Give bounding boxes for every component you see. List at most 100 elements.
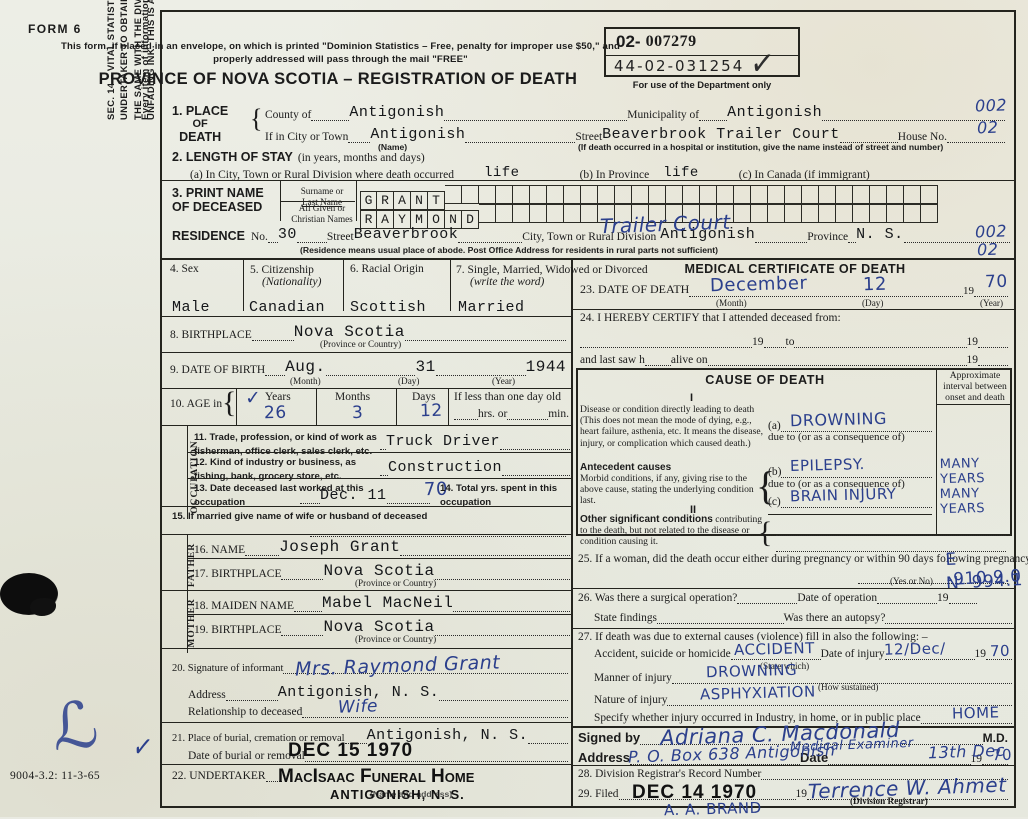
- dob-year-note: (Year): [492, 376, 516, 386]
- surname-cell[interactable]: [547, 185, 564, 204]
- stay-a-label: (a) In City, Town or Rural Division wher…: [190, 169, 454, 181]
- given-name-cell[interactable]: [904, 204, 921, 223]
- surname-cell[interactable]: [717, 185, 734, 204]
- physician-address-label: Address: [578, 750, 631, 765]
- given-name-cell[interactable]: [734, 204, 751, 223]
- manner-of-injury-row: Manner of injury: [594, 672, 1012, 684]
- surname-cell[interactable]: [462, 185, 479, 204]
- given-name-cell[interactable]: [513, 204, 530, 223]
- given-name-cell[interactable]: [649, 204, 666, 223]
- surname-cell[interactable]: [751, 185, 768, 204]
- given-name-cell[interactable]: N: [445, 210, 462, 229]
- given-name-cell[interactable]: [666, 204, 683, 223]
- surname-cell[interactable]: R: [377, 191, 394, 210]
- surname-cell[interactable]: [666, 185, 683, 204]
- surname-cell[interactable]: [853, 185, 870, 204]
- given-name-cell[interactable]: [836, 204, 853, 223]
- cause-marker-c: (c): [768, 496, 781, 508]
- surname-cell[interactable]: [496, 185, 513, 204]
- surname-cell[interactable]: [819, 185, 836, 204]
- given-name-cell[interactable]: [496, 204, 513, 223]
- given-name-cell[interactable]: D: [462, 210, 479, 229]
- surname-cell[interactable]: [581, 185, 598, 204]
- given-name-cell[interactable]: [853, 204, 870, 223]
- given-name-cell[interactable]: [887, 204, 904, 223]
- given-name-cell[interactable]: O: [428, 210, 445, 229]
- given-name-cell[interactable]: A: [377, 210, 394, 229]
- surname-cell[interactable]: [921, 185, 938, 204]
- surname-cell[interactable]: [598, 185, 615, 204]
- given-name-cell[interactable]: [598, 204, 615, 223]
- total-yrs-label-block: 14. Total yrs. spent in this occupation: [440, 481, 568, 509]
- surname-cell[interactable]: [734, 185, 751, 204]
- date-of-death-month: December: [709, 272, 808, 297]
- margin-code-county: 002: [974, 95, 1008, 116]
- surname-cell[interactable]: [768, 185, 785, 204]
- given-name-cell[interactable]: [751, 204, 768, 223]
- surgery-findings-row: State findings Was there an autopsy?: [594, 612, 1013, 624]
- registrar-name-printed: A. A. BRAND: [663, 798, 762, 819]
- surname-cell[interactable]: T: [428, 191, 445, 210]
- informant-address-row: Address Antigonish, N. S.: [188, 684, 568, 701]
- surname-cell[interactable]: G: [360, 191, 377, 210]
- nature-of-injury-row: Nature of injury: [594, 694, 1012, 706]
- physician-year-prefix: 19: [970, 753, 983, 765]
- surname-cell[interactable]: A: [394, 191, 411, 210]
- age-min-label: min.: [548, 408, 569, 420]
- given-name-cell[interactable]: [870, 204, 887, 223]
- registration-number-handwritten: 44-02-031254: [614, 57, 745, 75]
- given-name-cell[interactable]: [819, 204, 836, 223]
- surname-cell[interactable]: [887, 185, 904, 204]
- given-name-cell[interactable]: [564, 204, 581, 223]
- surname-cell[interactable]: [802, 185, 819, 204]
- given-name-cell[interactable]: [717, 204, 734, 223]
- surname-cell[interactable]: [649, 185, 666, 204]
- surname-cell[interactable]: [513, 185, 530, 204]
- surname-label: Surname or Last Name: [288, 186, 356, 208]
- given-name-cell[interactable]: R: [360, 210, 377, 229]
- surname-cell[interactable]: [904, 185, 921, 204]
- given-name-cell[interactable]: [615, 204, 632, 223]
- surgery-findings-label: State findings: [594, 612, 657, 624]
- given-name-cell[interactable]: [547, 204, 564, 223]
- surname-cell[interactable]: [870, 185, 887, 204]
- surname-cell[interactable]: [836, 185, 853, 204]
- surname-cell[interactable]: [683, 185, 700, 204]
- given-name-cell[interactable]: [802, 204, 819, 223]
- given-name-cell[interactable]: [530, 204, 547, 223]
- surname-cell[interactable]: [632, 185, 649, 204]
- given-name-cell[interactable]: Y: [394, 210, 411, 229]
- birthplace-label: 8. BIRTHPLACE: [170, 329, 252, 341]
- surname-cell[interactable]: [785, 185, 802, 204]
- page-title: PROVINCE OF NOVA SCOTIA – REGISTRATION O…: [98, 70, 578, 88]
- surname-cell[interactable]: [564, 185, 581, 204]
- surname-cell[interactable]: [445, 185, 462, 204]
- dod-year-prefix: 19: [963, 285, 974, 297]
- given-name-cell[interactable]: [785, 204, 802, 223]
- given-name-cell[interactable]: [632, 204, 649, 223]
- pen-check-mark: ✓: [130, 728, 155, 767]
- last-worked-value: Dec. 11: [320, 487, 387, 504]
- informant-signature-row: 20. Signature of informant: [172, 662, 568, 674]
- given-name-cell[interactable]: [683, 204, 700, 223]
- given-name-cell[interactable]: [479, 204, 496, 223]
- registrar-filed-label: 29. Filed: [578, 788, 619, 800]
- given-name-cell[interactable]: M: [411, 210, 428, 229]
- surname-cell[interactable]: [530, 185, 547, 204]
- surname-cell[interactable]: [700, 185, 717, 204]
- surname-cell[interactable]: [479, 185, 496, 204]
- interval-value-c: MANY YEARS: [939, 486, 986, 518]
- given-name-cell[interactable]: [921, 204, 938, 223]
- given-name-cell[interactable]: [768, 204, 785, 223]
- age-months-value: 3: [351, 402, 364, 424]
- surname-cell[interactable]: [615, 185, 632, 204]
- residence-city-label: City, Town or Rural Division: [522, 231, 657, 243]
- given-name-cell[interactable]: [700, 204, 717, 223]
- attended-year-prefix-1: 19: [752, 336, 764, 348]
- surname-cell[interactable]: N: [411, 191, 428, 210]
- nature-value: ASPHYXIATION: [699, 682, 816, 704]
- length-of-stay-row: 2. LENGTH OF STAY (in years, months and …: [172, 150, 425, 164]
- given-name-cell[interactable]: [581, 204, 598, 223]
